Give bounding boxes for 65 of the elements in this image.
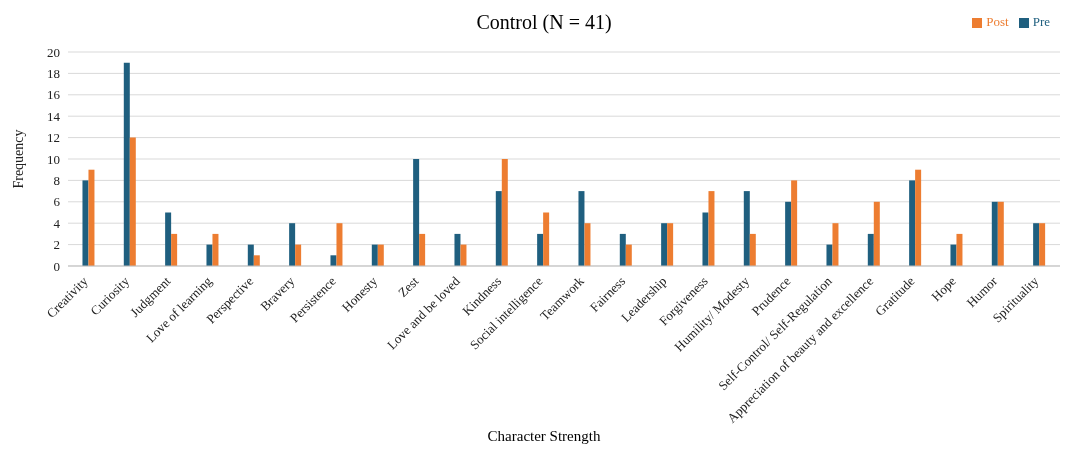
bar [785, 201, 792, 266]
bar [123, 62, 130, 266]
bar [454, 233, 461, 266]
bar [377, 244, 384, 266]
bar [832, 223, 839, 266]
y-tick-label: 8 [53, 173, 60, 189]
bar [1039, 223, 1046, 266]
bar [743, 191, 750, 266]
bar [295, 244, 302, 266]
bar [909, 180, 916, 266]
bar [791, 180, 798, 266]
y-tick-label: 10 [47, 151, 60, 167]
x-tick-label: Zest [395, 273, 422, 300]
y-tick-label: 18 [47, 66, 60, 82]
bar [289, 223, 296, 266]
bar [88, 169, 95, 266]
bar [956, 233, 963, 266]
bar [667, 223, 674, 266]
y-tick-label: 12 [47, 130, 60, 146]
y-tick-label: 0 [53, 258, 60, 274]
legend-label: Pre [1032, 14, 1050, 29]
legend-label: Post [986, 14, 1009, 29]
y-tick-label: 20 [47, 44, 60, 60]
x-axis-title: Character Strength [486, 428, 602, 445]
bar [991, 201, 998, 266]
bar [950, 244, 957, 266]
bar [460, 244, 467, 266]
chart-title: Control (N = 41) [476, 11, 612, 33]
bar [495, 191, 502, 266]
bar [206, 244, 213, 266]
bar [212, 233, 219, 266]
bar [997, 201, 1004, 266]
bar [371, 244, 378, 266]
y-axis-title: Frequency [10, 129, 26, 189]
y-tick-label: 4 [53, 215, 61, 231]
bar [330, 255, 337, 266]
bar [129, 137, 136, 266]
bar [661, 223, 668, 266]
bar [826, 244, 833, 266]
bar [253, 255, 260, 266]
bar [867, 233, 874, 266]
bar [336, 223, 343, 266]
bar [543, 212, 550, 266]
y-tick-label: 14 [47, 108, 61, 124]
bar [873, 201, 880, 266]
bar [165, 212, 172, 266]
y-tick-label: 16 [47, 87, 61, 103]
bar [619, 233, 626, 266]
bar [915, 169, 922, 266]
bar [1033, 223, 1040, 266]
bar [584, 223, 591, 266]
bar [247, 244, 254, 266]
bar [749, 233, 756, 266]
bar [501, 159, 508, 266]
y-tick-label: 2 [53, 237, 60, 253]
bar [625, 244, 632, 266]
bar [419, 233, 426, 266]
bar [708, 191, 715, 266]
bar [171, 233, 178, 266]
bar [537, 233, 544, 266]
bar [82, 180, 89, 266]
bar [413, 159, 420, 266]
bar [702, 212, 709, 266]
y-tick-label: 6 [53, 194, 61, 210]
bar [578, 191, 585, 266]
